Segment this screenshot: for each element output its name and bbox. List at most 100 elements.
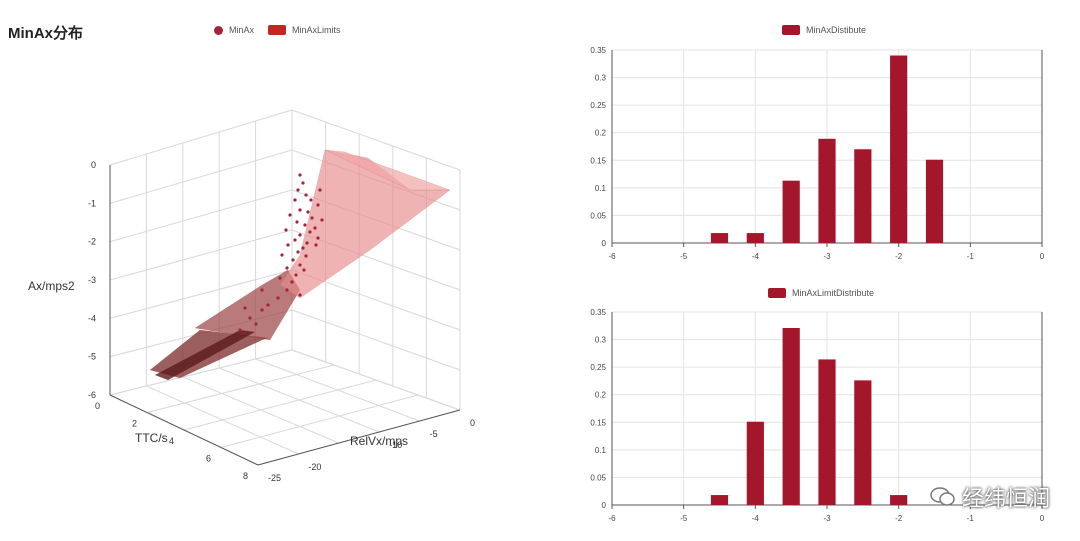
grid3d-floor-a	[146, 364, 335, 413]
bar-chart-minaxdistibute[interactable]: 0 0.05 0.1 0.15 0.2 0.25 0.3 0.35 -6 -5 -4 -3 -2 -1 0	[580, 38, 1050, 273]
minax-point-20	[316, 236, 320, 240]
x-tick-label: 8	[243, 471, 248, 481]
minax-point-23	[296, 250, 300, 254]
surface-patch-edge	[154, 329, 256, 381]
x-tick-label: 0	[1040, 252, 1045, 261]
grid3d-wall-left-h	[109, 189, 293, 243]
page-title: MinAx分布	[8, 25, 84, 42]
legend-minax-swatch[interactable]	[214, 25, 223, 35]
y-tick-label: 0.25	[590, 363, 606, 372]
bar1-legend-swatch[interactable]	[782, 25, 800, 35]
minax-point-3	[304, 193, 308, 197]
x-tick-label: -4	[752, 252, 760, 261]
minax-point-17	[298, 233, 302, 237]
y-tick-label: 0.35	[590, 308, 606, 317]
wechat-icon	[930, 486, 956, 508]
y-tick-label: 0.05	[590, 473, 606, 482]
legend-minax-label[interactable]: MinAx	[229, 25, 255, 35]
y-axis-line	[257, 409, 461, 466]
x-tick-label: -3	[823, 514, 831, 523]
minaxlimits-surface	[149, 149, 451, 381]
x-tick-label: -5	[680, 514, 688, 523]
minax-point-32	[290, 280, 294, 284]
minax-point-25	[304, 254, 308, 258]
grid3d-floor-b	[291, 349, 461, 411]
bar2-legend-swatch[interactable]	[768, 288, 786, 298]
watermark-text: 经纬恒润	[961, 486, 1050, 511]
minax-point-4	[309, 198, 313, 202]
grid3d-wall-left-h	[109, 109, 293, 166]
bar-6	[925, 159, 944, 243]
bar-4	[854, 149, 872, 243]
minax-point-22	[301, 246, 305, 250]
x-axis-title: TTC/s	[135, 431, 168, 445]
bar1-legend: MinAxDistibute	[782, 25, 866, 35]
z-tick-label: 0	[91, 160, 96, 170]
grid3d-floor-b	[182, 376, 339, 444]
grid3d-wall-right-h	[291, 109, 461, 171]
minax-point-19	[305, 241, 309, 245]
legend-minaxlimits-swatch[interactable]	[268, 25, 287, 35]
minax-point-12	[295, 220, 299, 224]
minax-point-18	[293, 238, 297, 242]
y-tick-label: 0.1	[595, 446, 607, 455]
minax-point-11	[320, 218, 324, 222]
minax-point-5	[293, 198, 297, 202]
minax-point-7	[298, 208, 302, 212]
y-tick-label: -5	[430, 429, 438, 439]
minax-point-30	[294, 273, 298, 277]
minax-point-39	[243, 306, 247, 310]
x-tick-label: -6	[608, 252, 616, 261]
minax-point-14	[313, 226, 317, 230]
minax-point-10	[310, 216, 314, 220]
minax-point-29	[302, 268, 306, 272]
y-tick-label: 0.25	[590, 101, 606, 110]
y-tick-label: 0.15	[590, 156, 606, 165]
minax-point-8	[306, 210, 310, 214]
minax-point-34	[298, 293, 302, 297]
minax-point-28	[285, 266, 289, 270]
minax-point-33	[285, 288, 289, 292]
surface-patch-top	[324, 149, 451, 191]
minax-point-44	[314, 243, 318, 247]
bar-chart-minaxlimitdistribute[interactable]: 0 0.05 0.1 0.15 0.2 0.25 0.3 0.35 -6 -5 -4 -3 -2 -1 0	[580, 300, 1050, 535]
x-tick-label: 0	[1040, 514, 1045, 523]
z-tick-label: -2	[88, 237, 96, 247]
grid3d-wall-left-h	[109, 149, 293, 204]
bar-5	[890, 55, 908, 244]
bar-3	[818, 359, 836, 505]
grid3d-floor-b	[219, 367, 380, 433]
z-tick-label: -1	[88, 198, 96, 208]
grid3d-floor-a	[220, 394, 419, 448]
bar2-legend: MinAxLimitDistribute	[768, 288, 874, 298]
x-tick-label: 6	[206, 454, 211, 464]
grid3d-wall-right-h	[291, 309, 461, 371]
y-tick-label: 0.35	[590, 46, 606, 55]
minax-point-35	[276, 296, 280, 300]
minax-point-15	[284, 228, 288, 232]
y-tick-label: 0.3	[595, 336, 607, 345]
y-tick-label: 0	[470, 418, 475, 428]
legend-minaxlimits-label[interactable]: MinAxLimits	[292, 25, 341, 35]
x-tick-label: -3	[823, 252, 831, 261]
minax-point-43	[318, 188, 322, 192]
x-tick-label: -2	[895, 514, 903, 523]
bar-0	[710, 233, 729, 243]
y-tick-label: 0.2	[595, 129, 607, 138]
grid3d-wall-left-h	[109, 229, 293, 281]
z-tick-label: -4	[88, 313, 96, 323]
minax-point-13	[303, 223, 307, 227]
scatter3d-legend: MinAx MinAxLimits	[214, 25, 341, 35]
bar-3	[818, 138, 836, 243]
x-tick-label: 4	[169, 436, 174, 446]
bar2-legend-label[interactable]: MinAxLimitDistribute	[792, 288, 875, 298]
minax-point-24	[280, 253, 284, 257]
grid3d-floor-b	[146, 385, 299, 455]
minax-point-6	[316, 203, 320, 207]
x-tick-label: 0	[95, 401, 100, 411]
y-tick-label: 0.2	[595, 391, 607, 400]
bar1-legend-label[interactable]: MinAxDistibute	[806, 25, 867, 35]
x-tick-label: 2	[132, 419, 137, 429]
